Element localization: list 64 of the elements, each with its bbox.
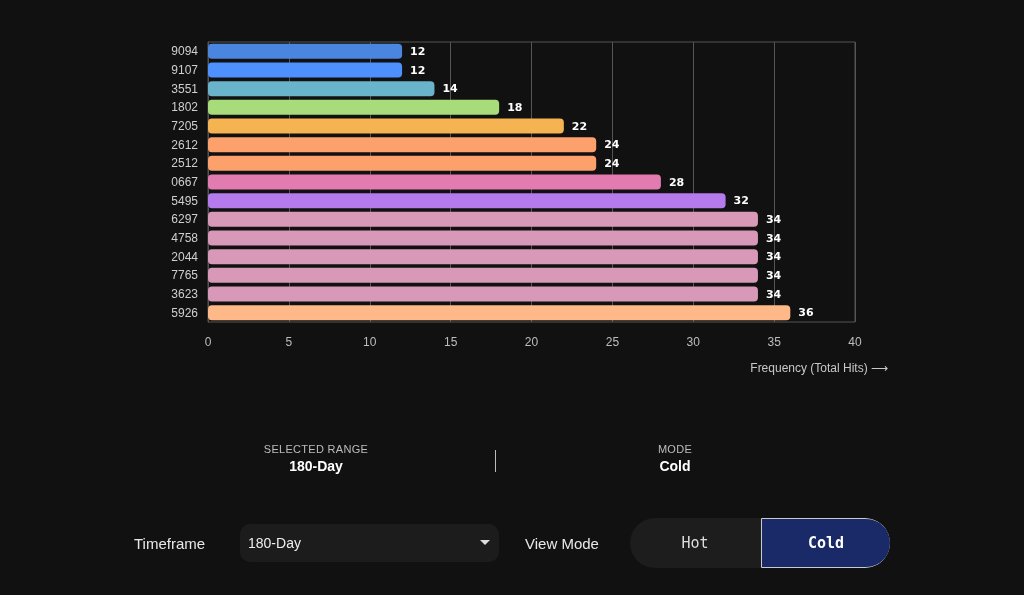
text: Hot: [680, 533, 710, 554]
bar: [208, 99, 500, 115]
x-tick-label: 5: [285, 335, 293, 349]
data-label: 34: [765, 287, 782, 301]
bar: [208, 267, 758, 283]
y-tick-label: 6297: [171, 212, 199, 227]
data-label: 24: [604, 138, 620, 152]
bar: [208, 174, 661, 190]
text: 180-Day: [248, 535, 301, 551]
data-label: 12: [410, 44, 426, 58]
data-label: 12: [410, 63, 426, 77]
y-tick-label: 0667: [171, 175, 199, 189]
bar: [208, 286, 758, 302]
y-tick-label: 3551: [171, 81, 199, 96]
text: Cold: [658, 458, 692, 474]
bar: [208, 230, 758, 246]
y-tick-label: 4758: [171, 231, 199, 245]
data-label: 14: [442, 82, 459, 96]
text: MODE: [656, 443, 694, 455]
bar: [208, 249, 758, 265]
x-tick-label: 40: [848, 335, 862, 349]
y-tick-label: 3623: [171, 287, 199, 301]
bar: [208, 62, 403, 78]
data-label: 36: [798, 306, 814, 320]
data-label: 18: [507, 100, 523, 114]
text: 180-Day: [288, 458, 344, 474]
data-label: 22: [571, 119, 588, 133]
y-tick-label: 1802: [171, 100, 199, 115]
x-tick-label: 10: [363, 335, 377, 349]
data-label: 24: [604, 156, 620, 170]
text: View Mode: [525, 535, 599, 552]
y-tick-label: 5495: [171, 193, 199, 208]
bar: [208, 193, 726, 209]
bar: [208, 305, 791, 321]
text: Timeframe: [134, 535, 206, 552]
x-tick-label: 30: [686, 335, 701, 349]
y-tick-label: 2044: [171, 249, 199, 264]
x-tick-label: 20: [524, 335, 539, 349]
bar: [208, 155, 597, 171]
bar: [208, 211, 758, 227]
data-label: 34: [765, 268, 782, 282]
data-label: 34: [765, 212, 782, 226]
y-tick-label: 7205: [171, 119, 199, 133]
x-tick-label: 15: [443, 335, 458, 349]
text: Cold: [761, 518, 891, 568]
bar: [208, 137, 597, 153]
data-label: 32: [733, 194, 749, 208]
bar: [208, 43, 403, 59]
text: SELECTED RANGE: [262, 443, 370, 455]
y-tick-label: 5926: [171, 305, 199, 320]
x-axis-title: Frequency (Total Hits) ⟶: [750, 361, 888, 375]
bar: [208, 118, 564, 134]
data-label: 28: [668, 175, 685, 189]
y-tick-label: 2612: [171, 137, 199, 152]
data-label: 34: [765, 231, 782, 245]
x-tick-label: 25: [605, 335, 620, 349]
data-label: 34: [765, 250, 782, 264]
x-tick-label: 0: [204, 335, 212, 349]
y-tick-label: 7765: [171, 268, 199, 283]
y-tick-label: 2512: [171, 156, 199, 171]
x-tick-label: 35: [767, 335, 782, 349]
bar: [208, 81, 435, 97]
y-tick-label: 9107: [171, 63, 199, 77]
y-tick-label: 9094: [171, 44, 199, 59]
